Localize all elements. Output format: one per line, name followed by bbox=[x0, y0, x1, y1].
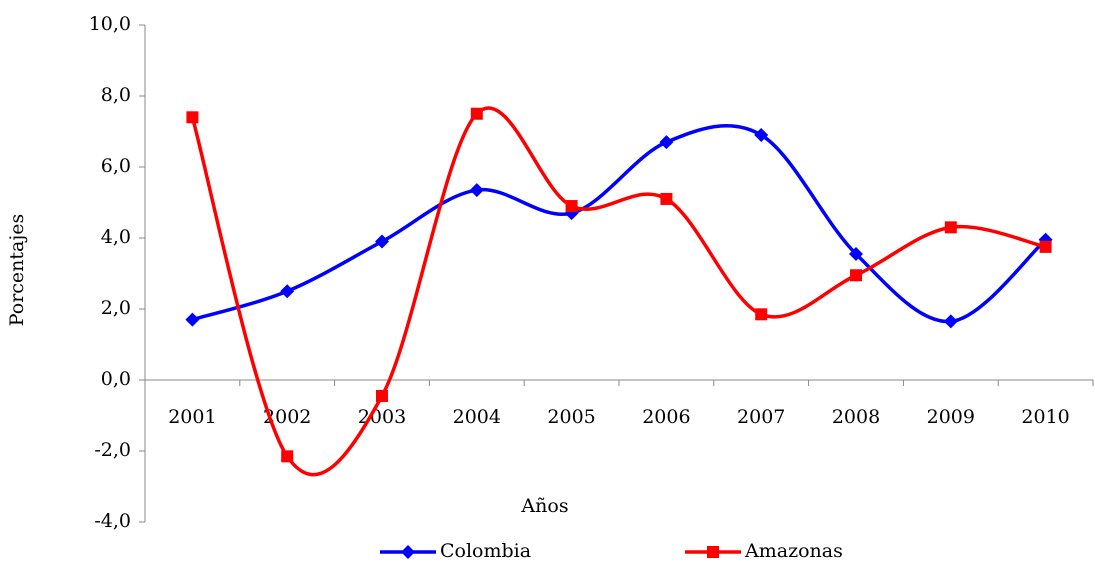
x-tick-label: 2006 bbox=[642, 406, 690, 428]
series-line bbox=[191, 123, 1047, 324]
marker bbox=[754, 128, 769, 143]
x-tick-label: 2001 bbox=[168, 406, 216, 428]
legend-label: Colombia bbox=[440, 540, 531, 562]
marker bbox=[376, 389, 388, 402]
y-tick-label: -2,0 bbox=[94, 439, 131, 461]
x-tick-label: 2003 bbox=[358, 406, 406, 428]
y-tick-label: 2,0 bbox=[101, 297, 131, 319]
y-tick-label: -4,0 bbox=[94, 510, 131, 532]
series-line bbox=[190, 106, 1046, 477]
x-tick-label: 2008 bbox=[832, 406, 880, 428]
marker bbox=[375, 234, 389, 249]
marker bbox=[186, 111, 199, 124]
marker bbox=[469, 183, 484, 198]
x-tick-label: 2005 bbox=[547, 406, 595, 428]
y-axis-title: Porcentajes bbox=[6, 214, 28, 327]
marker bbox=[707, 546, 719, 558]
x-tick-label: 2010 bbox=[1021, 406, 1069, 428]
y-tick-label: 10,0 bbox=[89, 13, 131, 35]
marker bbox=[849, 246, 863, 261]
marker bbox=[470, 107, 483, 120]
x-tick-label: 2004 bbox=[453, 406, 501, 428]
marker bbox=[401, 545, 415, 559]
marker bbox=[1039, 240, 1052, 253]
marker bbox=[659, 135, 674, 150]
marker bbox=[755, 308, 768, 321]
x-tick-label: 2007 bbox=[737, 406, 785, 428]
x-tick-label: 2002 bbox=[263, 406, 311, 428]
y-tick-label: 6,0 bbox=[101, 155, 131, 177]
marker bbox=[280, 284, 295, 299]
marker bbox=[943, 314, 958, 329]
marker bbox=[850, 269, 862, 282]
marker bbox=[660, 192, 673, 205]
marker bbox=[185, 312, 200, 327]
marker bbox=[565, 200, 578, 213]
y-tick-label: 0,0 bbox=[101, 368, 131, 390]
marker bbox=[944, 221, 957, 234]
y-tick-label: 4,0 bbox=[101, 226, 131, 248]
legend-label: Amazonas bbox=[744, 540, 843, 562]
x-axis-title: Años bbox=[520, 495, 568, 517]
marker bbox=[281, 450, 294, 463]
x-tick-label: 2009 bbox=[927, 406, 975, 428]
y-tick-label: 8,0 bbox=[101, 84, 131, 106]
